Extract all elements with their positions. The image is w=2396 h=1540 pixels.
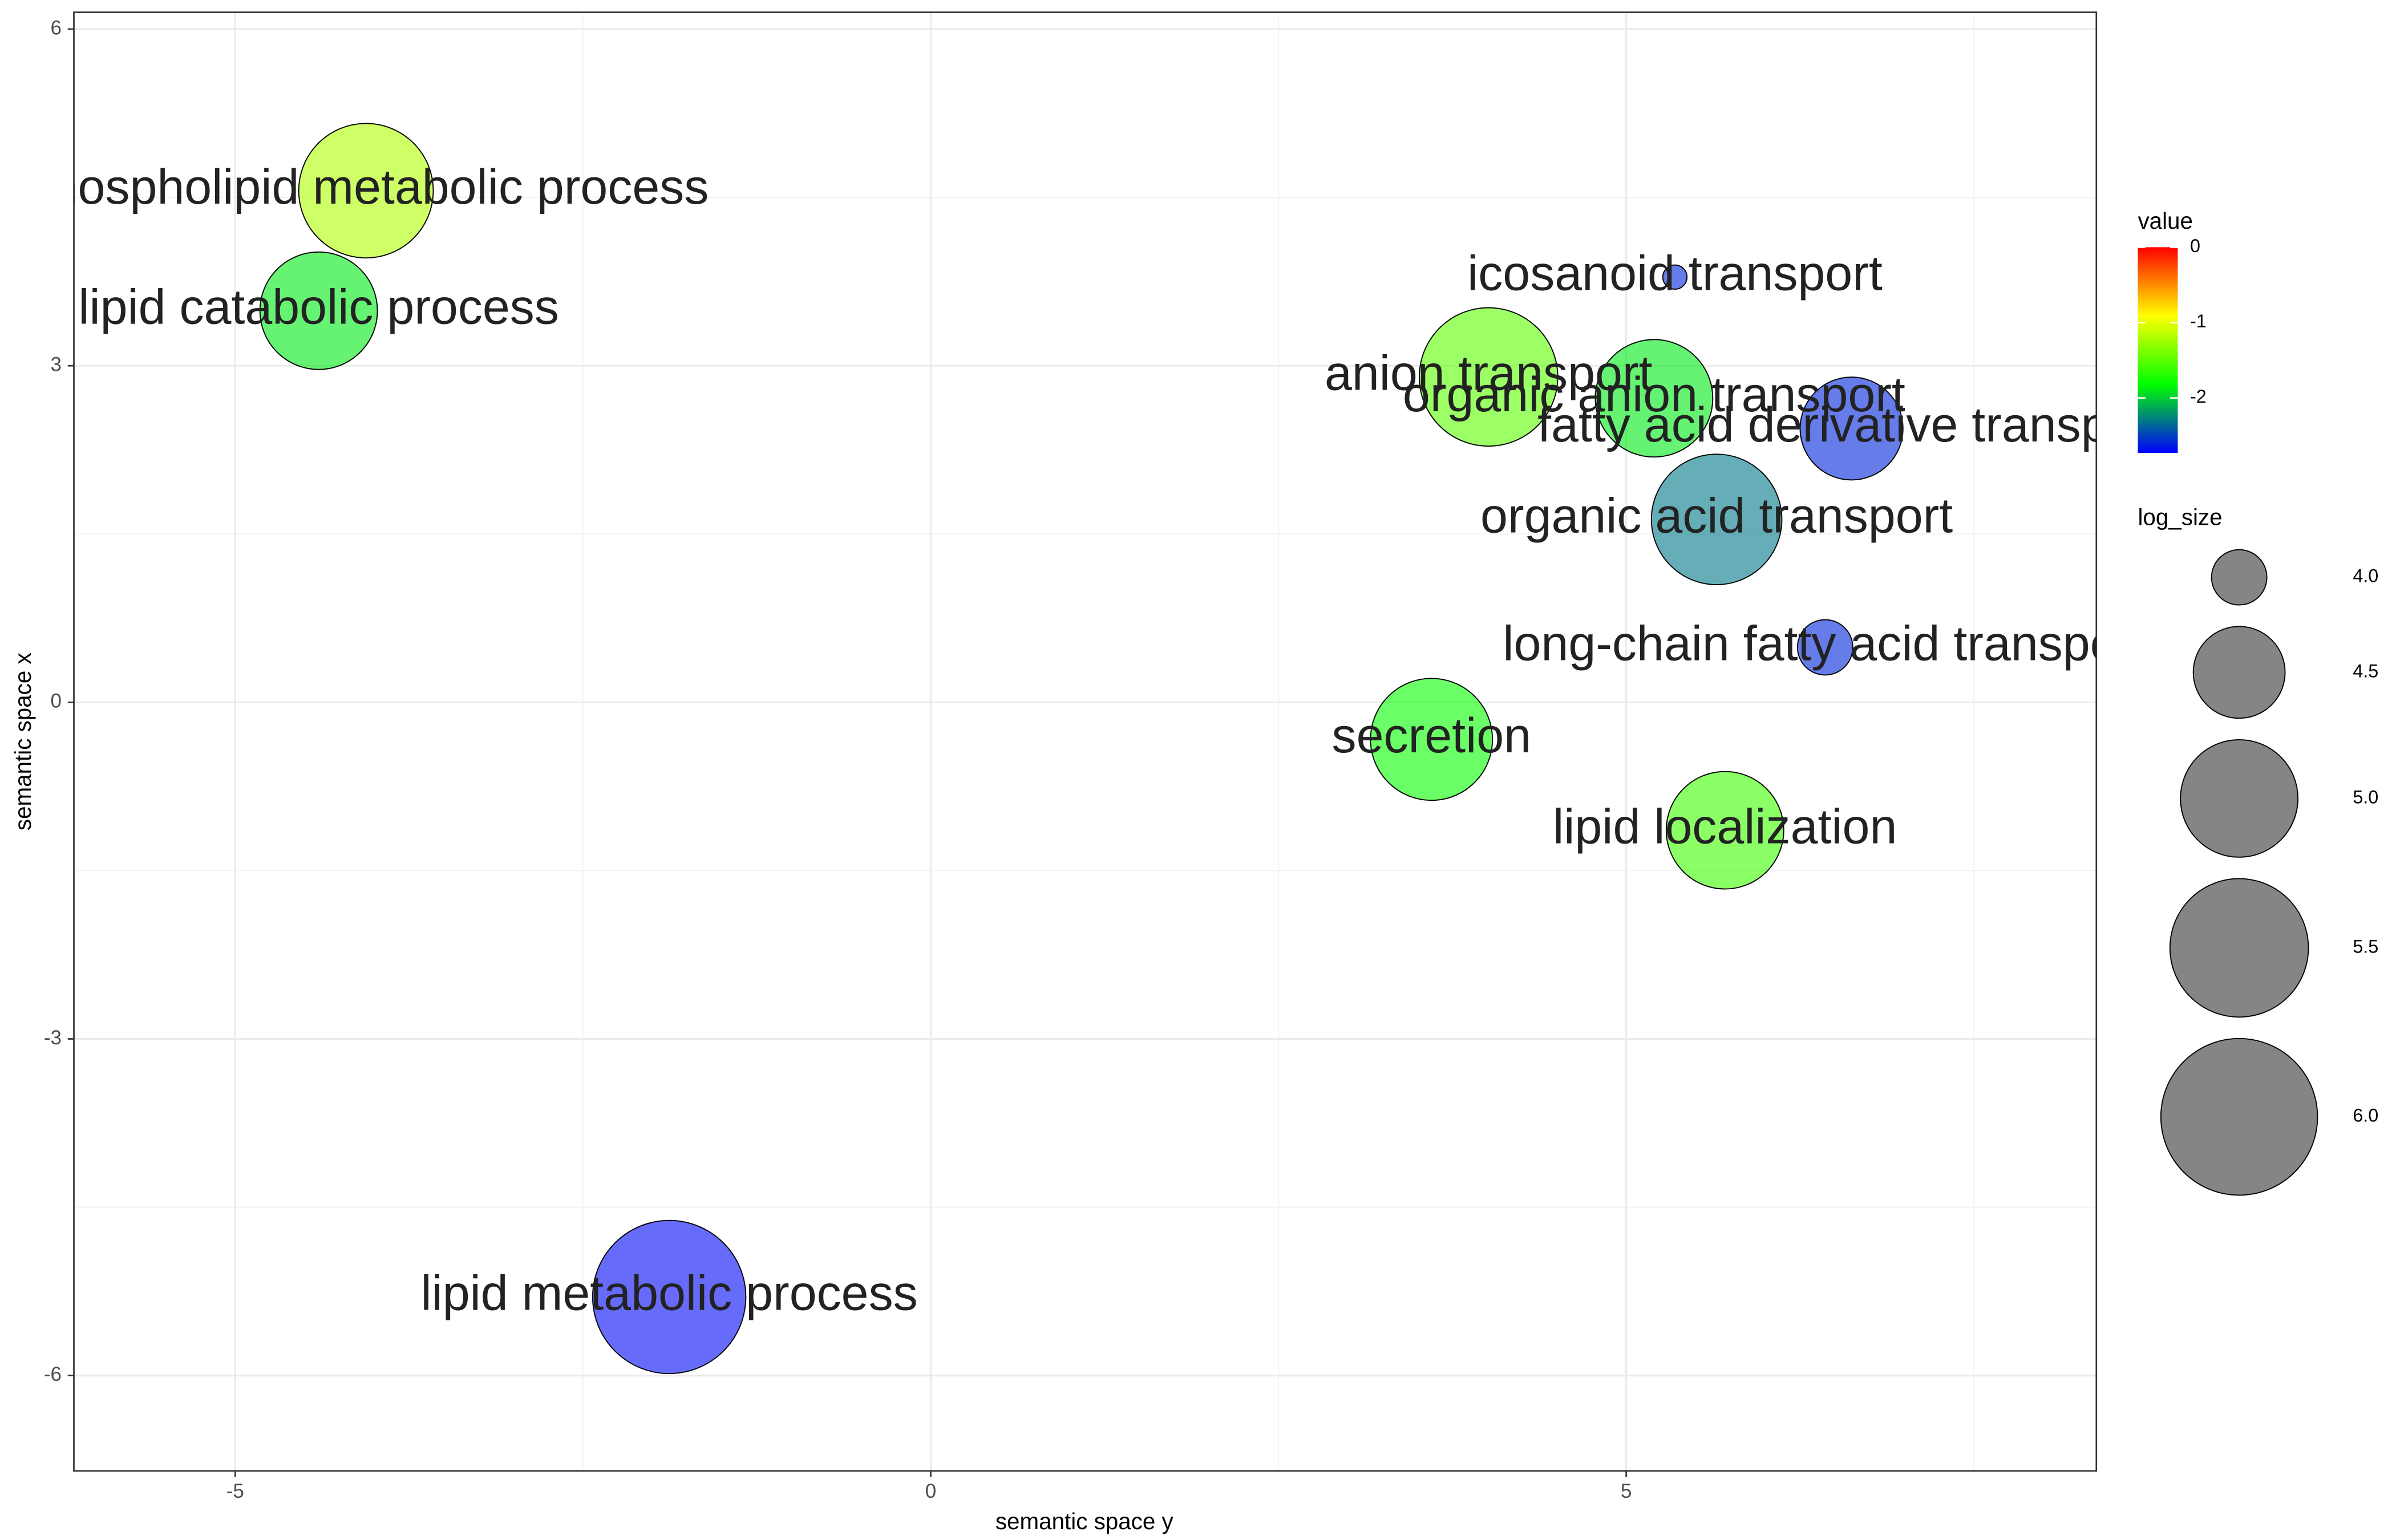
point-labels: phospholipid metabolic process lipid cata… — [23, 160, 2166, 1321]
bubble — [1662, 264, 1688, 290]
bubble — [592, 1219, 747, 1375]
bubble — [259, 251, 378, 370]
bubble-label: secretion — [1332, 708, 1531, 763]
axes: -5 0 5 -6 -3 0 3 6 — [44, 17, 1632, 1502]
y-tick-label: -3 — [44, 1027, 62, 1049]
x-axis-title: semantic space y — [995, 1508, 1174, 1534]
bubble-label: icosanoid transport — [1467, 246, 1883, 301]
bubble-label: long-chain fatty acid transport — [1503, 617, 2147, 671]
bubble-label: organic acid transport — [1480, 488, 1953, 543]
size-key — [2211, 549, 2268, 606]
size-label: 6.0 — [2353, 1105, 2378, 1126]
x-tick-label: -5 — [226, 1480, 244, 1502]
size-key — [2160, 1038, 2318, 1196]
x-tick-label: 0 — [925, 1480, 936, 1502]
legend-title: log_size — [2138, 504, 2222, 530]
x-tick-label: 5 — [1621, 1480, 1632, 1502]
y-axis-title: semantic space x — [10, 653, 36, 830]
grid — [74, 12, 2096, 1471]
colorbar-label: -1 — [2190, 311, 2207, 331]
y-tick-label: 3 — [51, 353, 62, 375]
bubble-label: phospholipid metabolic process — [23, 160, 709, 214]
size-key — [2169, 878, 2309, 1018]
bubble-label: lipid catabolic process — [78, 280, 559, 335]
colorbar-label: -2 — [2190, 386, 2207, 407]
legend-title: value — [2138, 208, 2192, 234]
size-label: 5.5 — [2353, 936, 2378, 957]
size-label: 4.5 — [2353, 660, 2378, 681]
bubble-label: fatty acid derivative transport — [1537, 398, 2166, 452]
colorbar — [2138, 247, 2178, 453]
y-tick-label: -6 — [44, 1363, 62, 1385]
bubble — [1799, 376, 1904, 481]
bubble — [1418, 307, 1559, 447]
bubble — [1796, 619, 1853, 676]
bubble — [298, 123, 434, 259]
colorbar-label: 0 — [2190, 236, 2200, 256]
bubble-label: lipid localization — [1553, 799, 1897, 854]
y-tick-label: 0 — [51, 690, 62, 712]
bubble-label: lipid metabolic process — [420, 1266, 917, 1321]
bubble — [1665, 771, 1784, 890]
bubble — [1594, 339, 1714, 458]
size-key — [2180, 739, 2299, 858]
y-tick-label: 6 — [51, 17, 62, 39]
points — [259, 123, 1904, 1375]
size-label: 5.0 — [2353, 787, 2378, 807]
size-key — [2192, 626, 2286, 719]
size-label: 4.0 — [2353, 566, 2378, 586]
bubble-label: anion transport — [1325, 346, 1653, 401]
bubble-label: organic anion transport — [1403, 367, 1905, 422]
plot-frame — [73, 11, 2098, 1472]
bubble — [1650, 453, 1783, 585]
bubble — [1370, 678, 1494, 801]
